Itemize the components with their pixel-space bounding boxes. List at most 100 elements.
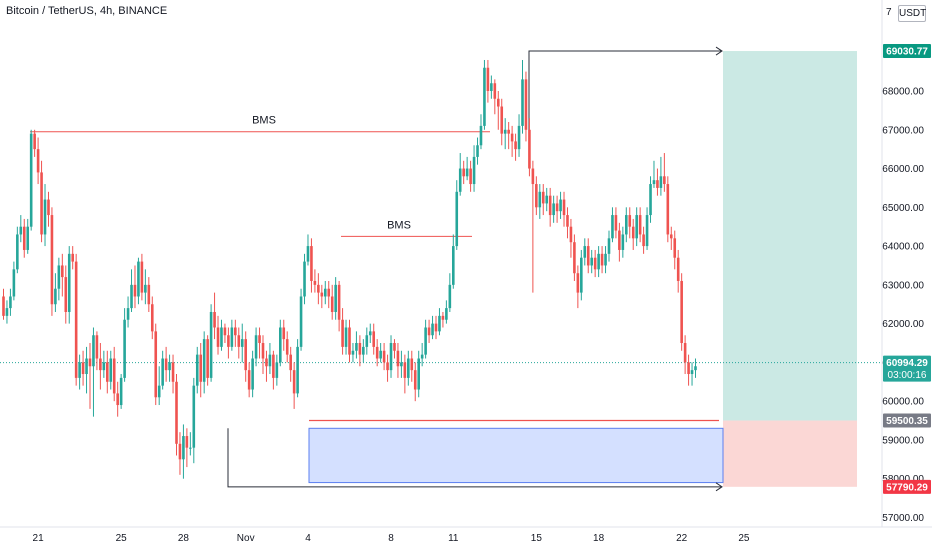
- candle-body: [552, 203, 555, 216]
- candle-body: [438, 315, 441, 332]
- candle-body: [164, 358, 168, 371]
- candle-body: [410, 358, 414, 371]
- y-tick-label: 65000.00: [882, 203, 924, 214]
- candle-body: [524, 79, 528, 130]
- candle-body: [666, 184, 670, 235]
- x-tick-label: 4: [305, 533, 311, 544]
- candle-body: [531, 168, 535, 185]
- candle-body: [590, 257, 593, 266]
- candle-body: [379, 350, 382, 359]
- candle-body: [2, 296, 5, 316]
- candle-body: [445, 308, 448, 320]
- candle-body: [310, 246, 313, 281]
- candle-body: [344, 327, 348, 347]
- candle-body: [600, 253, 604, 266]
- candle-body: [403, 362, 407, 378]
- candle-body: [40, 172, 43, 235]
- candle-body: [178, 443, 182, 460]
- x-tick-label: 18: [593, 533, 605, 544]
- candle-body: [538, 191, 542, 208]
- candle-body: [580, 257, 583, 293]
- candle-body: [569, 226, 573, 243]
- candle-body: [258, 335, 261, 344]
- candle-body: [154, 331, 158, 398]
- candle-body: [19, 226, 23, 235]
- currency-button[interactable]: USDT: [898, 5, 926, 22]
- candle-body: [694, 366, 697, 371]
- entry-price-badge: [883, 413, 931, 428]
- current-price-countdown-label: 03:00:16: [888, 370, 927, 381]
- candle-body: [614, 215, 618, 231]
- stop-zone: [723, 420, 857, 487]
- candle-body: [126, 308, 130, 320]
- candle-body: [548, 195, 552, 216]
- target-arrow-head: [715, 46, 723, 56]
- candle-body: [144, 284, 147, 293]
- target-zone: [723, 51, 857, 421]
- candle-body: [413, 370, 417, 390]
- candle-body: [559, 199, 562, 212]
- target-price-badge: [883, 44, 931, 59]
- candle-body: [254, 335, 258, 359]
- candle-body: [61, 265, 64, 278]
- candle-body: [535, 184, 538, 208]
- candle-body: [455, 191, 459, 247]
- candle-body: [375, 346, 379, 359]
- candle-body: [555, 203, 559, 212]
- candle-body: [50, 215, 54, 305]
- candle-body: [323, 288, 327, 297]
- candle-body: [78, 362, 81, 378]
- candle-body: [237, 335, 241, 347]
- candle-body: [130, 284, 133, 309]
- x-tick-label: 21: [33, 533, 45, 544]
- candle-body: [285, 339, 289, 355]
- candle-body: [195, 354, 199, 386]
- y-tick-label: 60000.00: [882, 397, 924, 408]
- candle-body: [26, 226, 30, 250]
- candle-body: [116, 393, 119, 406]
- candle-body: [638, 215, 642, 235]
- candle-body: [424, 327, 427, 355]
- entry-price-badge-label: 59500.35: [886, 416, 928, 427]
- candle-body: [669, 234, 673, 239]
- candle-body: [621, 234, 625, 250]
- candle-body: [500, 106, 504, 134]
- candle-body: [521, 79, 524, 126]
- candle-body: [448, 284, 452, 309]
- candle-body: [517, 125, 521, 150]
- candle-body: [462, 168, 465, 177]
- demand-zone-box[interactable]: [308, 427, 724, 484]
- candle-body: [389, 343, 393, 371]
- candle-body: [503, 129, 507, 134]
- symbol-title: Bitcoin / TetherUS, 4h, BINANCE: [6, 5, 168, 17]
- candle-body: [576, 273, 580, 293]
- candle-body: [22, 226, 26, 250]
- candle-body: [202, 339, 206, 382]
- candle-body: [102, 362, 106, 371]
- candle-body: [562, 199, 566, 216]
- candle-body: [528, 129, 531, 169]
- x-tick-label: 25: [738, 533, 750, 544]
- target-price-badge-label: 69030.77: [886, 47, 928, 58]
- candle-body: [351, 350, 355, 355]
- candle-body: [282, 327, 286, 340]
- candle-body: [137, 261, 140, 297]
- candle-body: [150, 304, 154, 332]
- stop-arrow[interactable]: [227, 428, 721, 488]
- candle-body: [472, 156, 476, 185]
- candle-body: [5, 308, 9, 316]
- bms-label-2: BMS: [387, 219, 411, 231]
- candle-body: [171, 362, 175, 382]
- candle-body: [573, 242, 576, 274]
- candle-body: [583, 246, 587, 258]
- candle-body: [99, 358, 102, 371]
- candle-body: [452, 246, 455, 285]
- candle-body: [514, 141, 517, 150]
- candle-body: [303, 261, 306, 297]
- x-tick-label: 25: [116, 533, 128, 544]
- candle-body: [656, 180, 659, 188]
- candle-body: [161, 358, 164, 386]
- x-tick-label: 15: [531, 533, 543, 544]
